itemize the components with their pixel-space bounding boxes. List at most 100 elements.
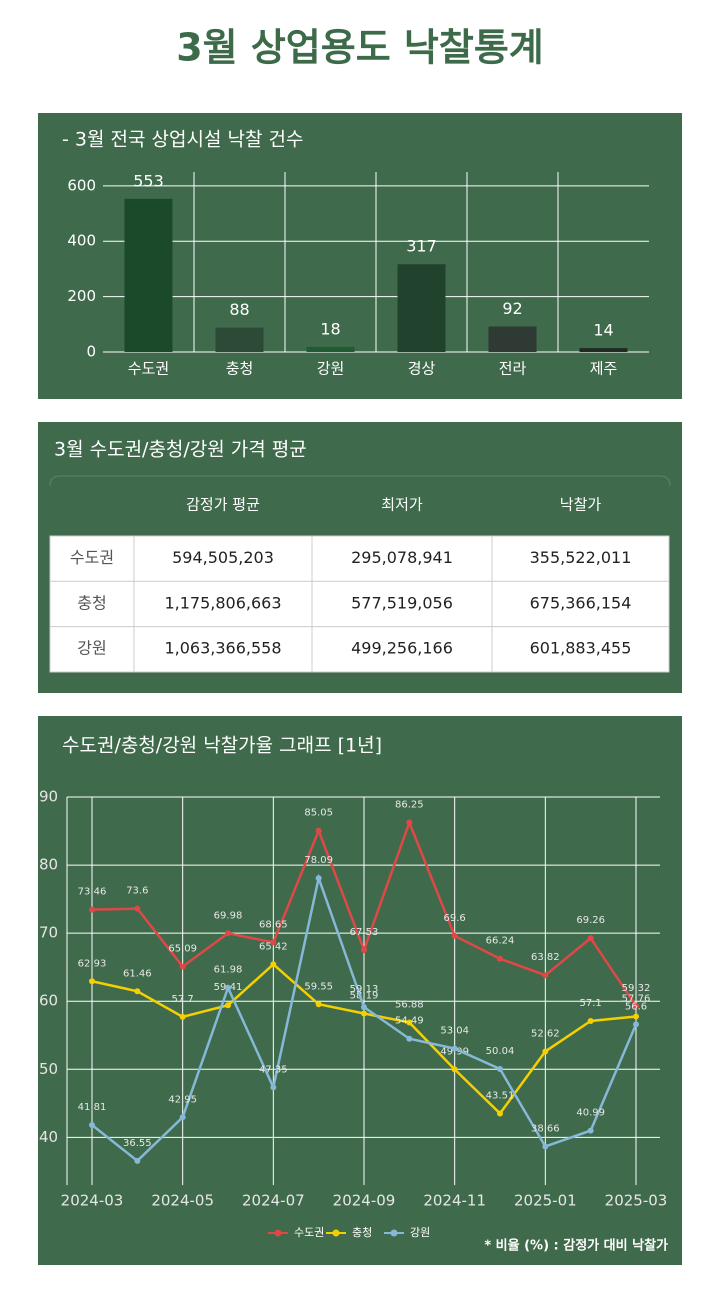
point	[315, 875, 322, 882]
column-header: 낙찰가	[560, 496, 602, 514]
y-tick-label: 50	[39, 1060, 58, 1078]
chart-title: - 3월 전국 상업시설 낙찰 건수	[62, 129, 303, 151]
data-label: 36.55	[123, 1138, 152, 1149]
x-tick-label: 2024-11	[423, 1192, 486, 1210]
y-tick-label: 90	[39, 788, 58, 806]
x-tick-label: 강원	[317, 360, 345, 378]
data-label: 56.88	[395, 999, 424, 1010]
legend-label: 충청	[352, 1226, 372, 1239]
data-label: 57.7	[172, 994, 194, 1005]
table-frame	[49, 475, 671, 487]
point	[497, 955, 503, 962]
cell: 295,078,941	[351, 548, 453, 567]
point	[134, 1157, 141, 1164]
bar	[124, 198, 173, 352]
footnote: * 비율 (%) : 감정가 대비 낙찰가	[484, 1238, 668, 1254]
point	[451, 932, 458, 939]
point	[89, 978, 95, 985]
x-tick-label: 2024-05	[151, 1192, 214, 1210]
column-header: 최저가	[381, 496, 423, 514]
data-label: 69.6	[444, 913, 466, 924]
data-label: 47.35	[259, 1064, 288, 1075]
point	[633, 1013, 639, 1020]
data-label: 68.65	[259, 919, 288, 930]
point	[587, 935, 594, 942]
point	[270, 1084, 277, 1091]
point	[225, 930, 231, 937]
data-label: 65.09	[168, 944, 197, 955]
data-label: 53.04	[440, 1026, 469, 1037]
point	[315, 827, 322, 834]
point	[179, 1013, 186, 1020]
point	[542, 972, 549, 979]
bar	[306, 347, 355, 352]
data-label: 78.09	[304, 855, 333, 866]
cell: 1,063,366,558	[164, 639, 281, 658]
data-label: 54.49	[395, 1016, 424, 1027]
cell: 1,175,806,663	[164, 593, 281, 612]
data-label: 43.51	[486, 1090, 515, 1101]
data-label: 92	[502, 299, 522, 318]
panel	[38, 716, 682, 1265]
data-label: 52.62	[531, 1028, 560, 1039]
point	[134, 905, 141, 912]
data-label: 59.32	[622, 983, 651, 994]
data-label: 59.13	[350, 984, 379, 995]
cell: 601,883,455	[530, 639, 632, 658]
data-label: 73.6	[126, 886, 148, 897]
bar	[488, 326, 537, 352]
point	[497, 1110, 503, 1117]
data-label: 56.6	[625, 1001, 647, 1012]
y-tick-label: 80	[39, 856, 58, 874]
data-label: 85.05	[304, 808, 333, 819]
data-label: 18	[320, 320, 340, 339]
point	[270, 961, 277, 968]
point	[451, 1066, 458, 1073]
legend-label: 수도권	[294, 1226, 324, 1239]
x-tick-label: 수도권	[128, 360, 169, 378]
chart-title: 수도권/충청/강원 낙찰가율 그래프 [1년]	[62, 735, 382, 757]
cell: 499,256,166	[351, 639, 453, 658]
data-label: 59.55	[304, 981, 333, 992]
data-label: 69.98	[214, 910, 243, 921]
data-label: 38.66	[531, 1123, 560, 1134]
point	[633, 1002, 639, 1009]
legend-dot	[274, 1229, 282, 1237]
cell: 675,366,154	[530, 593, 632, 612]
data-label: 73.46	[78, 887, 107, 898]
data-label: 317	[406, 237, 437, 256]
bar	[215, 327, 264, 352]
x-tick-label: 2025-03	[605, 1192, 668, 1210]
data-label: 57.1	[580, 998, 602, 1009]
table-body	[49, 535, 670, 673]
point	[542, 1048, 549, 1055]
data-label: 57.76	[622, 993, 651, 1004]
data-label: 62.93	[78, 958, 107, 969]
data-label: 50.04	[486, 1046, 515, 1057]
data-label: 67.53	[350, 927, 379, 938]
point	[179, 963, 186, 970]
y-tick-label: 70	[39, 924, 58, 942]
data-label: 14	[593, 321, 613, 340]
row-header: 수도권	[70, 548, 114, 567]
data-label: 49.99	[440, 1046, 469, 1057]
bar	[579, 348, 628, 352]
y-tick-label: 400	[67, 232, 96, 250]
point	[542, 1143, 549, 1150]
data-label: 86.25	[395, 800, 424, 811]
point	[361, 946, 367, 953]
data-label: 61.98	[214, 965, 243, 976]
point	[89, 906, 95, 913]
data-label: 40.99	[576, 1108, 605, 1119]
point	[497, 1066, 503, 1073]
data-label: 553	[133, 171, 164, 190]
data-label: 63.82	[531, 952, 560, 963]
legend-label: 강원	[410, 1226, 430, 1239]
x-tick-label: 2024-09	[333, 1192, 396, 1210]
point	[89, 1122, 95, 1129]
y-tick-label: 600	[67, 176, 96, 194]
cell: 355,522,011	[530, 548, 632, 567]
point	[270, 939, 277, 946]
point	[406, 1019, 413, 1026]
